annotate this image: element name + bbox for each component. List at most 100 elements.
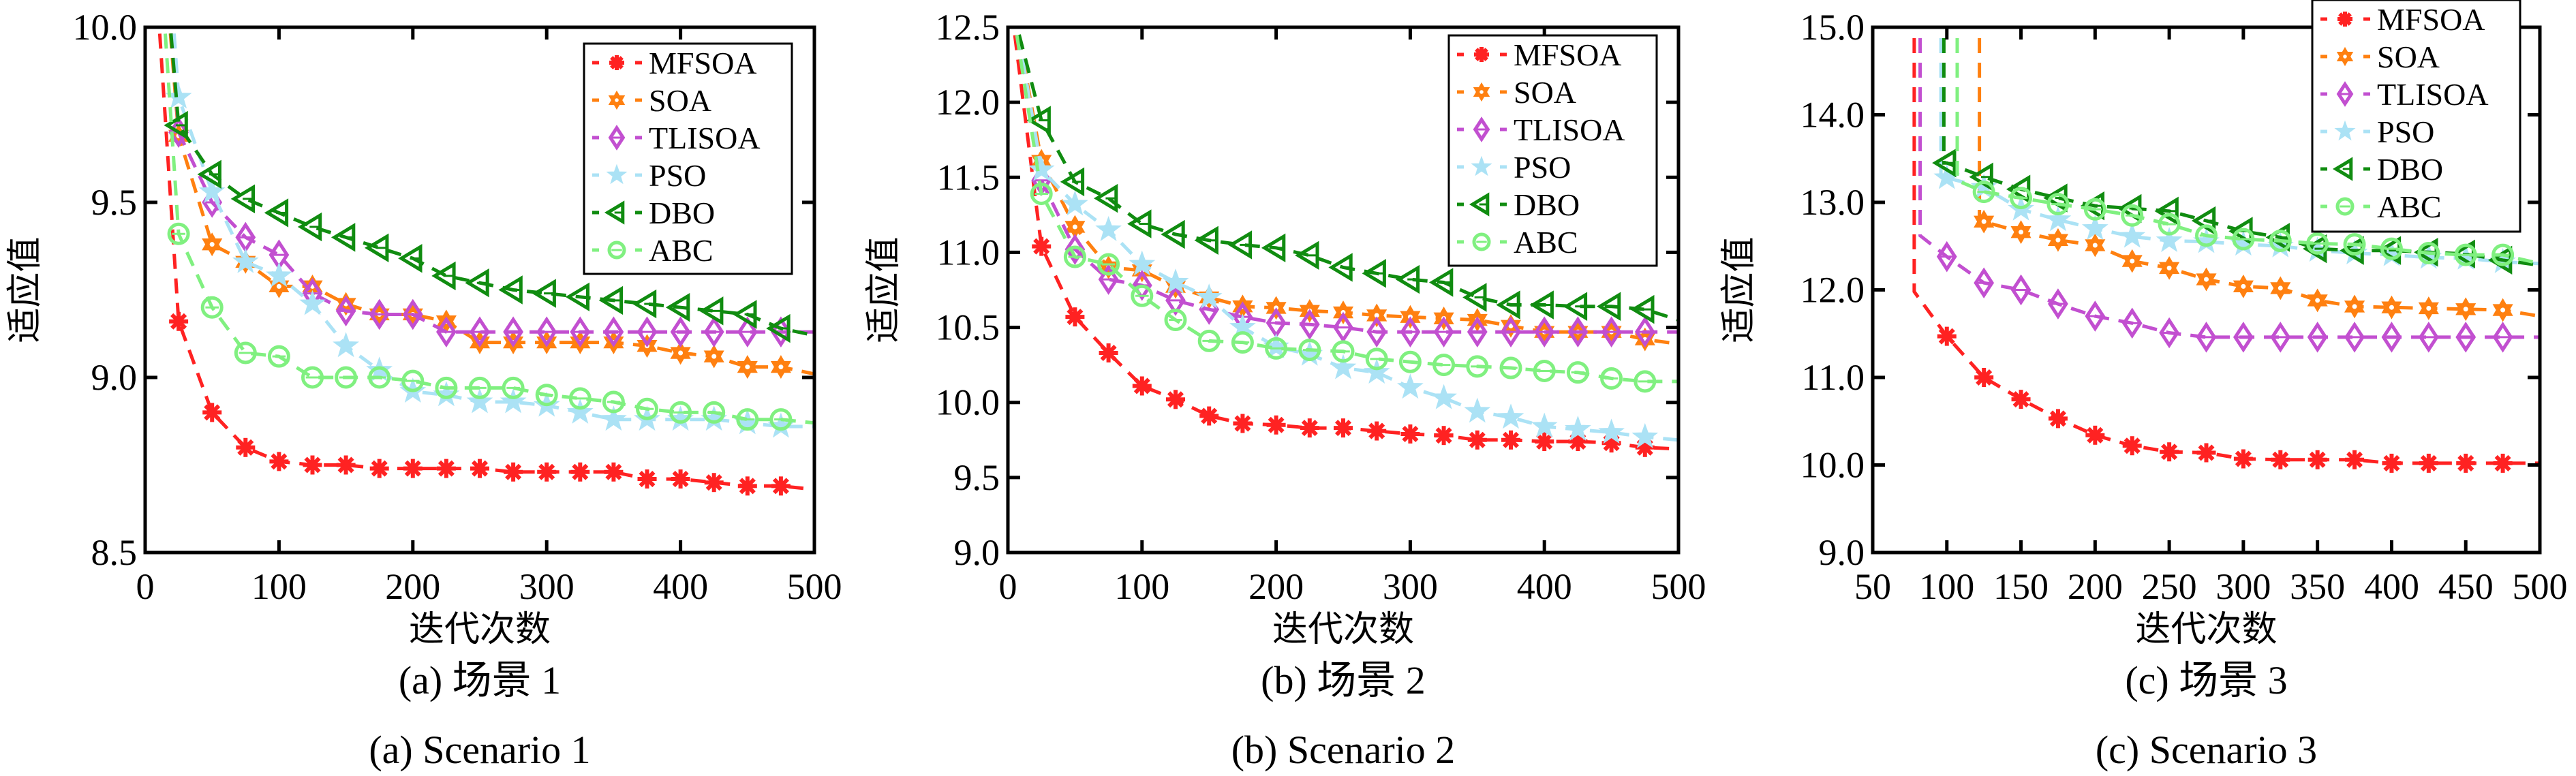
legend-label: TLISOA [649,121,761,155]
x-tick-label: 150 [1993,566,2049,607]
data-point-mfsoa [1974,368,1994,387]
data-point-mfsoa [2382,453,2402,473]
data-point-tlisoa [2048,288,2068,320]
data-point-mfsoa [303,455,322,475]
x-tick-label: 200 [385,566,440,607]
data-point-pso [1129,250,1156,276]
marker-star [1471,155,1492,176]
series-abc [1013,27,1678,393]
data-point-mfsoa [2271,450,2290,469]
data-point-pso [500,388,527,414]
legend-label: MFSOA [649,46,757,80]
y-tick-label: 10.0 [73,7,138,48]
data-point-mfsoa [1233,414,1253,433]
data-point-mfsoa [169,311,189,331]
legend-item-mfsoa: MFSOA [2320,2,2485,37]
data-point-tlisoa [1974,267,1995,298]
x-tick-label: 0 [999,566,1017,607]
legend-box [1447,34,1658,267]
data-point-abc [1533,359,1556,382]
plot-area [1012,27,1678,457]
data-point-abc [1634,370,1657,393]
data-point-abc [267,345,290,368]
data-point-abc [2195,224,2218,247]
data-point-soa [2085,233,2106,258]
data-point-soa [2196,267,2217,292]
y-tick-label: 9.0 [91,357,138,398]
plot-area [1912,27,2540,473]
x-tick-label: 300 [519,566,574,607]
data-point-tlisoa [402,298,423,330]
data-point-mfsoa [2122,436,2142,456]
data-point-mfsoa [2493,453,2513,473]
data-point-abc [2380,237,2403,260]
data-point-abc [167,222,190,245]
data-point-abc [769,408,793,431]
series-line-mfsoa [1012,27,1678,451]
caption-english: (a) Scenario 1 [369,728,590,772]
data-point-abc [200,296,224,319]
marker-diamond [608,125,626,151]
axes-frame [143,25,816,555]
data-point-abc [1265,337,1288,360]
data-point-tlisoa [2381,322,2402,353]
data-point-pso [1497,403,1524,429]
series-tlisoa [1918,27,2540,353]
legend-label: TLISOA [2377,77,2489,112]
data-point-soa [2492,298,2513,322]
data-point-tlisoa [1501,316,1521,347]
y-axis-label: 适应值 [863,236,904,343]
data-point-tlisoa [1936,240,1957,273]
data-point-abc [1097,253,1120,276]
x-tick-label: 200 [2068,566,2123,607]
x-tick-label: 50 [1854,566,1891,607]
data-point-mfsoa [1300,418,1319,438]
data-point-pso [1095,215,1122,241]
data-point-abc [2232,228,2255,251]
data-point-soa [1064,215,1086,239]
marker-asterisk [1474,47,1489,62]
data-point-tlisoa [436,316,457,347]
data-point-soa [2418,296,2439,320]
x-tick-label: 0 [136,566,155,607]
data-point-tlisoa [1131,270,1152,301]
panel-scenario-3: 50 100 150 200 250 300 350 400 450 500 9.0 10.0 11.0… [1719,0,2568,772]
data-point-abc [2269,230,2292,253]
data-point-abc [2158,213,2181,236]
series-line-tlisoa [169,27,814,334]
y-tick-label: 9.0 [1819,532,1865,573]
series-line-abc [1013,27,1678,384]
series-soa [1974,27,2540,322]
data-point-pso [2119,222,2146,248]
data-point-tlisoa [2492,322,2513,353]
series-mfsoa [157,27,814,496]
caption-english: (c) Scenario 3 [2096,728,2317,772]
x-tick-label: 400 [2364,566,2419,607]
data-point-pso [1330,354,1357,379]
legend-label: ABC [2377,189,2442,224]
data-point-pso [600,405,627,431]
data-point-pso [466,388,493,414]
data-point-mfsoa [1032,236,1052,256]
data-point-abc [468,376,491,399]
axes-frame [1006,25,1681,555]
series-line-pso [172,27,814,429]
data-point-soa [2455,297,2477,322]
data-point-mfsoa [1937,326,1957,346]
data-point-tlisoa [2159,317,2179,349]
data-point-mfsoa [369,459,389,478]
data-point-abc [1972,181,1995,204]
data-point-abc [234,341,257,364]
data-point-mfsoa [771,476,791,496]
legend-label: ABC [649,233,714,268]
y-tick-label: 10.5 [936,307,1000,348]
marker-hexagram [1473,82,1490,102]
x-tick-label: 100 [1114,566,1169,607]
data-point-soa [2270,276,2291,300]
data-point-mfsoa [504,462,523,482]
data-point-tlisoa [1064,234,1086,265]
legend-item-soa: SOA [2320,40,2440,74]
data-point-abc [703,401,726,424]
data-point-abc [1466,355,1489,378]
